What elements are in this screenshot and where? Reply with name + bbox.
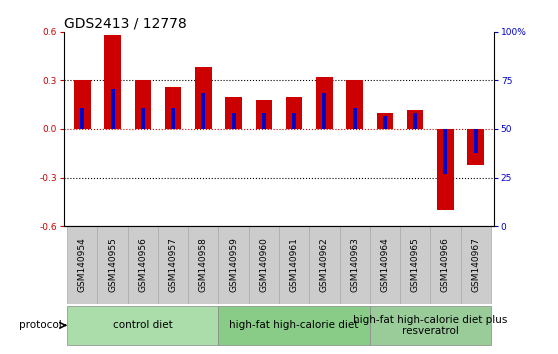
Bar: [413, 113, 417, 129]
Bar: [437, 129, 454, 210]
Text: protocol: protocol: [18, 320, 61, 330]
Bar: [323, 93, 326, 129]
Bar: [316, 77, 333, 129]
Bar: [104, 35, 121, 129]
Text: high-fat high-calorie diet: high-fat high-calorie diet: [229, 320, 359, 330]
FancyBboxPatch shape: [460, 226, 491, 304]
Text: GSM140962: GSM140962: [320, 238, 329, 292]
FancyBboxPatch shape: [430, 226, 460, 304]
FancyBboxPatch shape: [249, 226, 279, 304]
FancyBboxPatch shape: [67, 226, 98, 304]
Bar: [80, 108, 84, 129]
Bar: [134, 80, 151, 129]
Bar: [171, 108, 175, 129]
Text: GSM140961: GSM140961: [290, 238, 299, 292]
Bar: [110, 88, 114, 129]
Bar: [262, 113, 266, 129]
Text: GSM140967: GSM140967: [471, 238, 480, 292]
Text: GSM140966: GSM140966: [441, 238, 450, 292]
FancyBboxPatch shape: [400, 226, 430, 304]
Bar: [383, 116, 387, 129]
Text: GSM140963: GSM140963: [350, 238, 359, 292]
Bar: [377, 113, 393, 129]
Bar: [347, 80, 363, 129]
FancyBboxPatch shape: [339, 226, 370, 304]
FancyBboxPatch shape: [279, 226, 309, 304]
FancyBboxPatch shape: [370, 306, 491, 345]
FancyBboxPatch shape: [219, 226, 249, 304]
Bar: [195, 68, 211, 129]
Text: GSM140957: GSM140957: [169, 238, 177, 292]
Text: GSM140955: GSM140955: [108, 238, 117, 292]
Bar: [444, 129, 448, 174]
Bar: [407, 109, 424, 129]
Text: GSM140960: GSM140960: [259, 238, 268, 292]
Bar: [292, 113, 296, 129]
Text: GSM140956: GSM140956: [138, 238, 147, 292]
Text: GSM140954: GSM140954: [78, 238, 87, 292]
Bar: [468, 129, 484, 165]
FancyBboxPatch shape: [219, 306, 370, 345]
Text: control diet: control diet: [113, 320, 173, 330]
Bar: [232, 113, 235, 129]
FancyBboxPatch shape: [188, 226, 219, 304]
Bar: [286, 97, 302, 129]
Bar: [474, 129, 478, 153]
Text: GSM140958: GSM140958: [199, 238, 208, 292]
Text: GSM140965: GSM140965: [411, 238, 420, 292]
FancyBboxPatch shape: [128, 226, 158, 304]
Text: high-fat high-calorie diet plus
resveratrol: high-fat high-calorie diet plus resverat…: [353, 315, 507, 336]
Bar: [141, 108, 145, 129]
FancyBboxPatch shape: [98, 226, 128, 304]
FancyBboxPatch shape: [309, 226, 339, 304]
FancyBboxPatch shape: [370, 226, 400, 304]
FancyBboxPatch shape: [67, 306, 219, 345]
Bar: [225, 97, 242, 129]
Bar: [256, 100, 272, 129]
Bar: [353, 108, 357, 129]
FancyBboxPatch shape: [158, 226, 188, 304]
Text: GSM140959: GSM140959: [229, 238, 238, 292]
Bar: [165, 87, 181, 129]
Bar: [201, 93, 205, 129]
Bar: [74, 80, 90, 129]
Text: GSM140964: GSM140964: [381, 238, 389, 292]
Text: GDS2413 / 12778: GDS2413 / 12778: [64, 17, 187, 31]
